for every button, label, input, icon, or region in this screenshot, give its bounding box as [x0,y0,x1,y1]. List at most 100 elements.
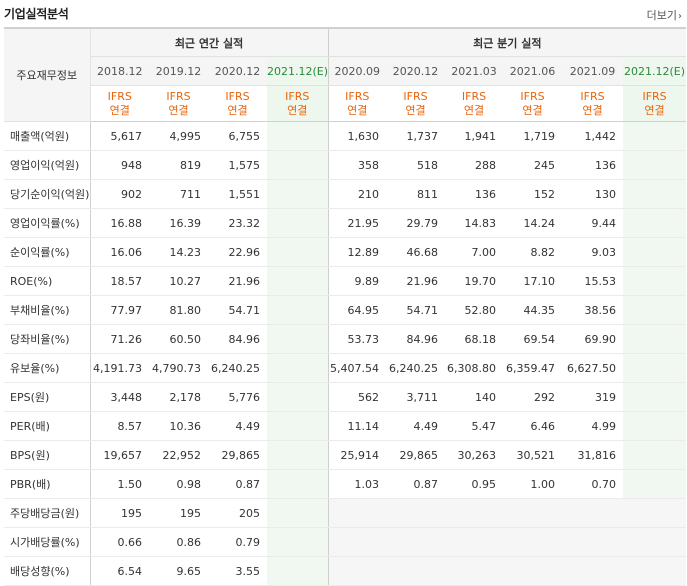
table-row: PBR(배) 1.50 0.98 0.87 1.03 0.87 0.95 1.00 0.70 [4,469,687,499]
basis-standard: IFRS [107,89,132,103]
table-cell: 31,816 [562,440,624,470]
basis-header: IFRS 연결 [267,85,329,122]
basis-standard: IFRS [285,89,310,103]
table-cell: 819 [149,150,208,180]
table-cell: 10.36 [149,411,208,441]
table-cell [562,498,624,528]
table-row: 영업이익률(%) 16.88 16.39 23.32 21.95 29.79 14.83 14… [4,208,687,238]
table-cell: 5.47 [445,411,504,441]
basis-standard: IFRS [403,89,428,103]
table-cell [267,150,329,180]
table-cell: 1.03 [327,469,387,499]
table-cell: 1,551 [208,179,267,209]
table-cell [267,324,329,354]
table-cell: 22.96 [208,237,267,267]
table-cell [623,208,687,238]
table-cell: 5,407.54 [327,353,387,383]
table-cell: 30,263 [445,440,504,470]
table-cell: 210 [327,179,387,209]
table-cell [503,498,563,528]
basis-standard: IFRS [580,89,605,103]
table-cell: 29,865 [208,440,267,470]
table-row: 매출액(억원) 5,617 4,995 6,755 1,630 1,737 1,941 1,7… [4,121,687,151]
table-cell: 17.10 [503,266,563,296]
table-cell: 4.49 [386,411,446,441]
more-label: 더보기 [646,9,677,22]
table-cell: 130 [562,179,624,209]
table-cell: 0.95 [445,469,504,499]
row-label: 순이익률(%) [4,237,91,267]
table-cell [503,527,563,557]
table-cell: 195 [149,498,208,528]
basis-header: IFRS 연결 [327,85,387,122]
table-cell [267,179,329,209]
table-cell: 15.53 [562,266,624,296]
basis-scope: 연결 [109,103,130,117]
table-cell [623,295,687,325]
table-cell: 6,240.25 [208,353,267,383]
table-cell [623,382,687,412]
table-row: 부채비율(%) 77.97 81.80 54.71 64.95 54.71 52.80 44.… [4,295,687,325]
section-title: 기업실적분석 [4,7,69,21]
table-cell [623,440,687,470]
basis-scope: 연결 [347,103,368,117]
table-cell: 0.66 [90,527,149,557]
table-cell: 4,191.73 [90,353,149,383]
basis-standard: IFRS [225,89,250,103]
table-cell: 14.23 [149,237,208,267]
table-cell [623,324,687,354]
basis-standard: IFRS [642,89,667,103]
more-link[interactable]: 더보기› [647,7,682,23]
table-row: 당기순이익(억원) 902 711 1,551 210 811 136 152 130 [4,179,687,209]
table-cell [445,527,504,557]
table-row: 유보율(%) 4,191.73 4,790.73 6,240.25 5,407.54 6,… [4,353,687,383]
table-cell: 6,359.47 [503,353,563,383]
table-row: EPS(원) 3,448 2,178 5,776 562 3,711 140 292 319 [4,382,687,412]
table-cell: 22,952 [149,440,208,470]
row-label: 주당배당금(원) [4,498,91,528]
period-header: 2020.09 [327,56,387,86]
table-cell: 205 [208,498,267,528]
table-row: 주당배당금(원) 195 195 205 [4,498,687,528]
head-label: 주요재무정보 [16,69,78,82]
table-row: PER(배) 8.57 10.36 4.49 11.14 4.49 5.47 6.46 4.99 [4,411,687,441]
basis-header: IFRS 연결 [503,85,563,122]
table-cell [386,498,446,528]
basis-scope: 연결 [644,103,665,117]
table-cell [327,498,387,528]
table-cell [623,411,687,441]
table-cell: 60.50 [149,324,208,354]
table-cell: 9.44 [562,208,624,238]
row-label: 영업이익(억원) [4,150,91,180]
basis-header: IFRS 연결 [208,85,267,122]
table-cell: 2,178 [149,382,208,412]
basis-standard: IFRS [166,89,191,103]
table-cell: 6,240.25 [386,353,446,383]
table-cell: 319 [562,382,624,412]
row-label: 부채비율(%) [4,295,91,325]
table-cell: 8.57 [90,411,149,441]
table-cell: 71.26 [90,324,149,354]
period-header: 2021.12(E) [267,56,329,86]
table-cell: 140 [445,382,504,412]
basis-standard: IFRS [520,89,545,103]
table-cell: 84.96 [208,324,267,354]
table-cell: 21.95 [327,208,387,238]
table-cell: 10.27 [149,266,208,296]
table-cell: 19.70 [445,266,504,296]
table-cell [267,237,329,267]
table-cell: 29.79 [386,208,446,238]
table-cell: 1.00 [503,469,563,499]
table-cell: 18.57 [90,266,149,296]
table-cell [267,382,329,412]
table-cell [267,353,329,383]
period-header: 2021.09 [562,56,624,86]
table-cell: 68.18 [445,324,504,354]
basis-scope: 연결 [463,103,485,117]
table-cell: 3.55 [208,556,267,586]
table-cell: 16.06 [90,237,149,267]
table-cell: 811 [386,179,446,209]
financial-table: 주요재무정보 최근 연간 실적 최근 분기 실적 2018.12 2019.12 2… [4,27,687,586]
table-cell [327,527,387,557]
table-cell: 69.90 [562,324,624,354]
